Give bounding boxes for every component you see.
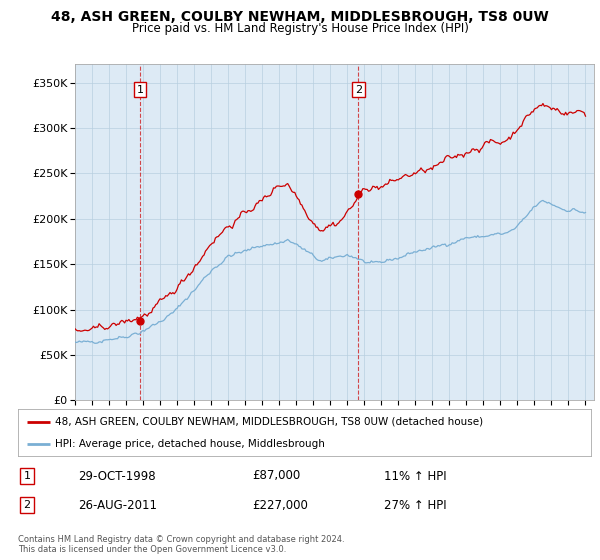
Text: £227,000: £227,000 bbox=[252, 498, 308, 512]
Text: 48, ASH GREEN, COULBY NEWHAM, MIDDLESBROUGH, TS8 0UW (detached house): 48, ASH GREEN, COULBY NEWHAM, MIDDLESBRO… bbox=[55, 417, 484, 427]
Text: 29-OCT-1998: 29-OCT-1998 bbox=[78, 469, 155, 483]
Text: 26-AUG-2011: 26-AUG-2011 bbox=[78, 498, 157, 512]
Text: 2: 2 bbox=[355, 85, 362, 95]
Text: 2: 2 bbox=[23, 500, 31, 510]
Text: £87,000: £87,000 bbox=[252, 469, 300, 483]
Text: 1: 1 bbox=[23, 471, 31, 481]
Text: 27% ↑ HPI: 27% ↑ HPI bbox=[384, 498, 446, 512]
Text: 11% ↑ HPI: 11% ↑ HPI bbox=[384, 469, 446, 483]
Text: HPI: Average price, detached house, Middlesbrough: HPI: Average price, detached house, Midd… bbox=[55, 438, 325, 449]
Text: 48, ASH GREEN, COULBY NEWHAM, MIDDLESBROUGH, TS8 0UW: 48, ASH GREEN, COULBY NEWHAM, MIDDLESBRO… bbox=[51, 10, 549, 24]
Text: Contains HM Land Registry data © Crown copyright and database right 2024.
This d: Contains HM Land Registry data © Crown c… bbox=[18, 535, 344, 554]
Text: Price paid vs. HM Land Registry's House Price Index (HPI): Price paid vs. HM Land Registry's House … bbox=[131, 22, 469, 35]
Text: 1: 1 bbox=[137, 85, 143, 95]
